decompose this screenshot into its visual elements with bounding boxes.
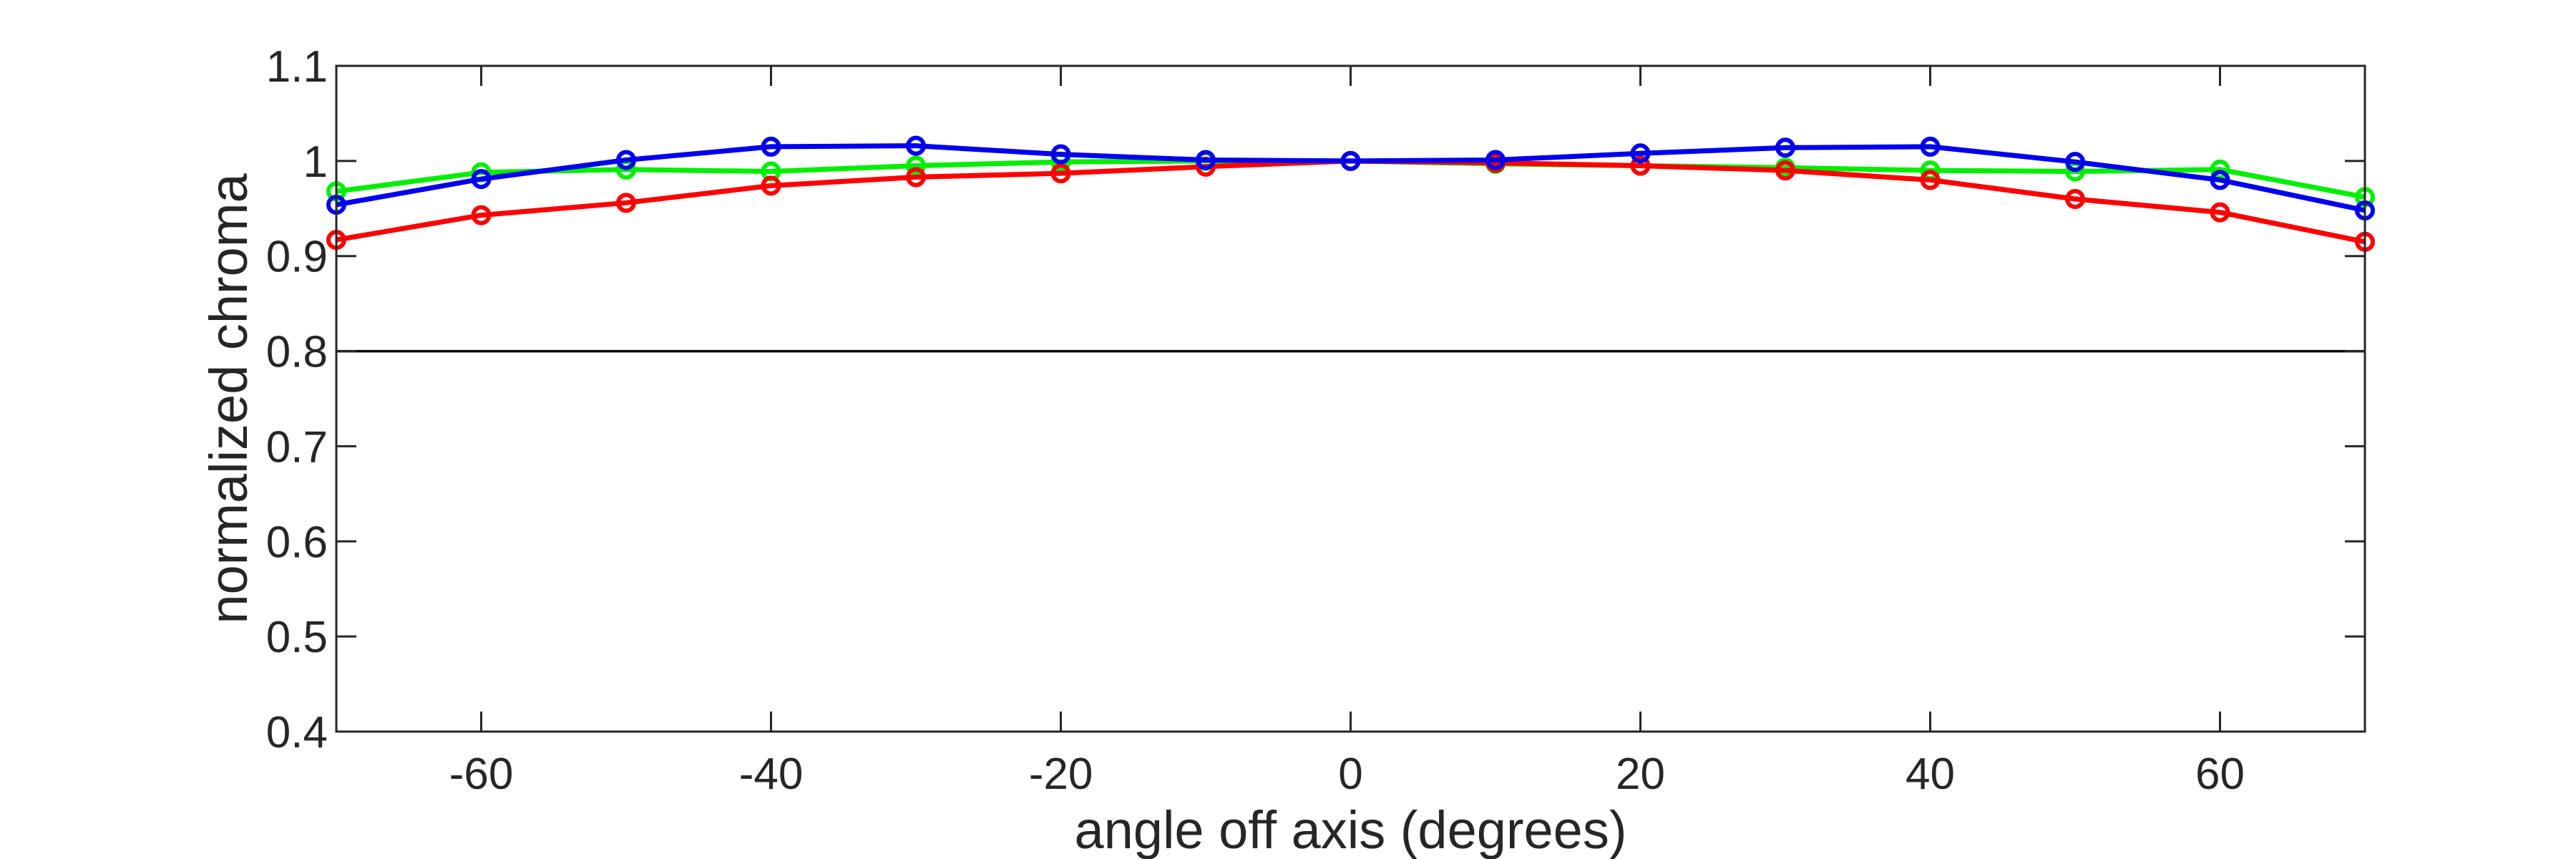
data-point [616, 193, 636, 213]
plot-frame [335, 64, 2366, 733]
x-tick-label: 60 [2195, 749, 2245, 799]
x-tick-label: 40 [1906, 749, 1955, 799]
data-point [2065, 152, 2085, 173]
data-point [1920, 136, 1941, 157]
data-point [1630, 143, 1651, 164]
data-point [761, 175, 781, 196]
data-point [906, 155, 926, 176]
y-tick-label: 0.4 [266, 708, 328, 757]
x-axis-title: angle off axis (degrees) [1075, 800, 1627, 859]
data-point [1920, 170, 1941, 190]
data-point [761, 136, 781, 157]
x-tick-label: 0 [1338, 749, 1362, 799]
data-point [616, 150, 636, 170]
data-point [1050, 163, 1071, 184]
y-tick-label: 0.7 [266, 422, 328, 472]
x-tick-label: -40 [739, 749, 804, 799]
data-point [1485, 150, 1506, 170]
data-point [471, 169, 492, 190]
data-point [2065, 189, 2085, 209]
y-tick-label: 0.5 [266, 613, 328, 662]
data-point [1340, 150, 1361, 171]
data-point [1775, 137, 1795, 158]
y-tick-label: 1.1 [266, 42, 328, 92]
axis-ticks: -60 -40 -20 0 20 40 60 0.4 0.5 0.6 0.7 0.8 0.9 1 1.1 [266, 42, 2365, 799]
y-tick-label: 0.8 [266, 328, 328, 377]
data-point [1196, 150, 1216, 170]
data-point [2210, 159, 2230, 180]
data-point [2210, 170, 2230, 190]
series-line [336, 143, 2366, 213]
x-tick-label: -60 [449, 749, 514, 799]
x-tick-label: -20 [1029, 749, 1093, 799]
data-point [1630, 155, 1651, 176]
y-tick-label: 0.6 [266, 518, 328, 567]
data-point [1775, 160, 1795, 181]
data-point [1050, 144, 1071, 165]
data-point [471, 205, 492, 225]
y-axis-title: normalized chroma [199, 173, 258, 624]
plot-area [326, 135, 2375, 353]
y-tick-label: 1 [303, 137, 328, 187]
y-tick-label: 0.9 [266, 233, 328, 282]
x-tick-label: 20 [1616, 749, 1665, 799]
data-point [906, 167, 926, 188]
data-point [906, 135, 926, 156]
data-point [2210, 202, 2230, 223]
